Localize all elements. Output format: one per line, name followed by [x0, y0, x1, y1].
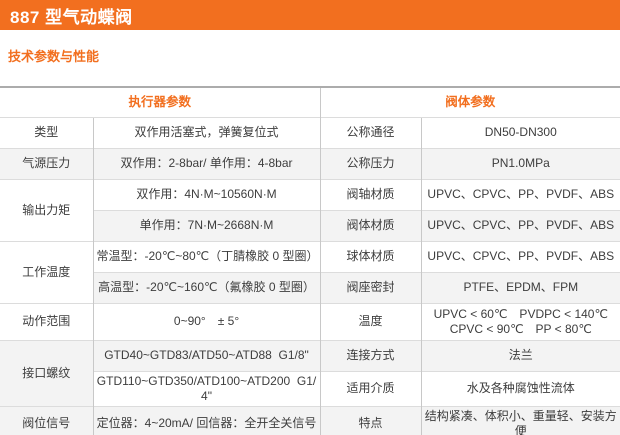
cell-value: 常温型：-20℃~80℃（丁腈橡胶 0 型圈） — [92, 240, 321, 272]
cell-value: UPVC < 60℃ PVDPC < 140℃ CPVC < 90℃ PP < … — [420, 302, 620, 340]
spec-row: 阀位信号 定位器：4~20mA/ 回信器：全开全关信号 特点 结构紧凑、体积小、… — [0, 405, 620, 435]
cell-value: 双作用活塞式，弹簧复位式 — [92, 116, 321, 148]
page-title-bar: 887 型气动蝶阀 — [0, 0, 620, 30]
row-header: 温度 — [319, 302, 422, 340]
row-header: 阀体材质 — [319, 209, 422, 241]
cell-value: 水及各种腐蚀性流体 — [420, 370, 620, 406]
row-header: 接口螺纹 — [0, 339, 93, 406]
cell-value: PTFE、EPDM、FPM — [420, 271, 620, 303]
spec-row: 工作温度 常温型：-20℃~80℃（丁腈橡胶 0 型圈） 球体材质 UPVC、C… — [0, 240, 620, 303]
cell-value: 单作用：7N·M~2668N·M — [92, 209, 321, 241]
table-header-actuator: 执行器参数 — [0, 87, 321, 117]
row-header: 连接方式 — [319, 339, 422, 371]
cell-value: GTD40~GTD83/ATD50~ATD88 G1/8" — [92, 339, 321, 371]
spec-row: 高温型：-20℃~160℃（氟橡胶 0 型圈） 阀座密封 PTFE、EPDM、F… — [0, 271, 620, 303]
cell-value: 0~90° ± 5° — [92, 302, 321, 340]
row-header: 气源压力 — [0, 147, 93, 179]
table-header-valve: 阀体参数 — [319, 87, 620, 117]
cell-value: 双作用：4N·M~10560N·M — [92, 178, 321, 210]
spec-row: 类型 双作用活塞式，弹簧复位式 公称通径 DN50-DN300 — [0, 116, 620, 148]
table-header-row: 执行器参数 阀体参数 — [0, 87, 620, 117]
cell-value: 法兰 — [420, 339, 620, 371]
cell-value: UPVC、CPVC、PP、PVDF、ABS — [420, 209, 620, 241]
cell-value: PN1.0MPa — [420, 147, 620, 179]
spec-row: 动作范围 0~90° ± 5° 温度 UPVC < 60℃ PVDPC < 14… — [0, 302, 620, 340]
cell-value: 结构紧凑、体积小、重量轻、安装方便 — [420, 405, 620, 435]
cell-value: UPVC、CPVC、PP、PVDF、ABS — [420, 240, 620, 272]
cell-value: 双作用：2-8bar/ 单作用：4-8bar — [92, 147, 321, 179]
cell-value: 高温型：-20℃~160℃（氟橡胶 0 型圈） — [92, 271, 321, 303]
row-header: 类型 — [0, 116, 93, 148]
spec-row: 气源压力 双作用：2-8bar/ 单作用：4-8bar 公称压力 PN1.0MP… — [0, 147, 620, 179]
row-header: 适用介质 — [319, 370, 422, 406]
row-header: 阀座密封 — [319, 271, 422, 303]
spec-table: 执行器参数 阀体参数 类型 双作用活塞式，弹簧复位式 公称通径 DN50-DN3… — [0, 86, 620, 435]
row-header: 输出力矩 — [0, 178, 93, 241]
row-header: 工作温度 — [0, 240, 93, 303]
cell-value: 定位器：4~20mA/ 回信器：全开全关信号 — [92, 405, 321, 435]
row-header: 公称通径 — [319, 116, 422, 148]
cell-value: DN50-DN300 — [420, 116, 620, 148]
spec-row: 单作用：7N·M~2668N·M 阀体材质 UPVC、CPVC、PP、PVDF、… — [0, 209, 620, 241]
row-header: 特点 — [319, 405, 422, 435]
cell-value: GTD110~GTD350/ATD100~ATD200 G1/4" — [92, 370, 321, 406]
row-header: 公称压力 — [319, 147, 422, 179]
row-header: 阀位信号 — [0, 405, 93, 435]
row-header: 球体材质 — [319, 240, 422, 272]
section-subtitle: 技术参数与性能 — [8, 49, 100, 64]
spec-row: 输出力矩 双作用：4N·M~10560N·M 阀轴材质 UPVC、CPVC、PP… — [0, 178, 620, 241]
spec-row: GTD110~GTD350/ATD100~ATD200 G1/4" 适用介质 水… — [0, 370, 620, 406]
spec-row: 接口螺纹 GTD40~GTD83/ATD50~ATD88 G1/8" 连接方式 … — [0, 339, 620, 406]
row-header: 阀轴材质 — [319, 178, 422, 210]
row-header: 动作范围 — [0, 302, 93, 340]
cell-value: UPVC、CPVC、PP、PVDF、ABS — [420, 178, 620, 210]
page-title: 887 型气动蝶阀 — [10, 7, 133, 27]
